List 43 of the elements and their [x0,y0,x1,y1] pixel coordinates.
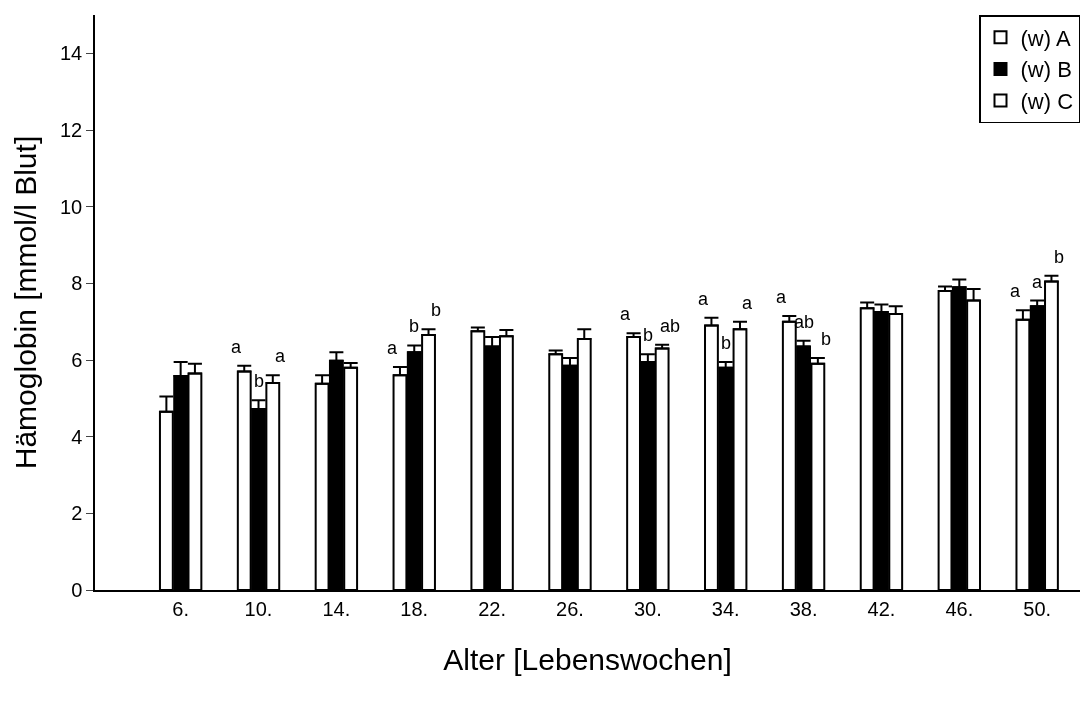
x-tick-label: 46. [945,598,974,620]
y-tick-label: 14 [60,42,83,65]
data-label: a [742,293,753,313]
y-tick-label: 4 [71,425,83,448]
data-label: b [1054,247,1065,267]
data-label: a [1032,272,1043,292]
data-label: a [387,338,398,358]
data-label: b [721,333,732,353]
x-tick-label: 30. [633,598,662,620]
x-tick-label: 18. [400,598,429,620]
y-tick-label: 10 [60,195,83,218]
y-tick-label: 12 [60,119,83,141]
x-tick-label: 22. [478,598,507,620]
y-axis-title: Hämoglobin [mmol/l Blut] [8,135,42,470]
data-label: ab [794,312,815,332]
data-label: a [231,337,242,357]
data-label: b [409,316,420,336]
y-tick-label: 8 [71,272,83,295]
x-tick-label: 26. [556,598,584,620]
legend-label: (w) B [1020,57,1072,83]
y-tick-label: 6 [71,349,83,371]
data-label: a [1010,281,1021,301]
x-tick-label: 42. [867,598,896,620]
x-tick-label: 38. [789,598,818,620]
x-tick-label: 50. [1023,598,1052,620]
y-tick-label: 0 [71,579,83,601]
legend-label: (w) A [1020,25,1071,51]
x-tick-label: 34. [711,598,740,620]
data-label: a [620,304,631,324]
data-label: a [776,287,787,307]
data-label: a [275,346,286,366]
x-tick-label: 6. [172,598,189,620]
x-tick-label: 10. [244,598,273,620]
data-label: b [431,300,442,320]
data-label: b [643,325,654,345]
data-label: ab [660,316,681,336]
y-tick-label: 2 [71,502,83,525]
x-axis-title: Alter [Lebenswochen] [443,643,732,676]
data-label: b [254,371,265,391]
legend-label: (w) C [1020,89,1074,115]
data-label: b [821,329,832,349]
data-label: a [698,289,709,309]
x-tick-label: 14. [322,598,351,620]
